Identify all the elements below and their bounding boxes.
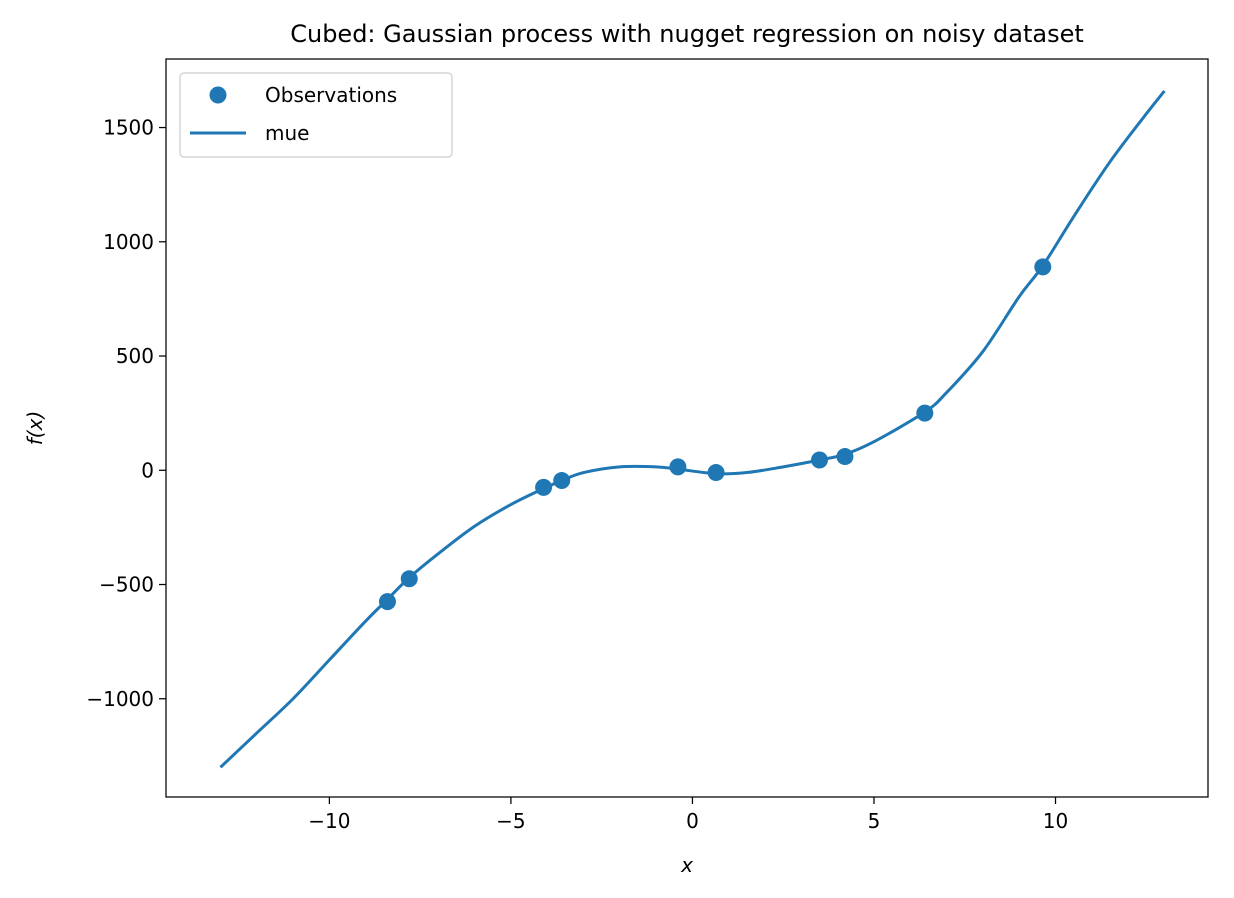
observation-point [669, 458, 687, 476]
x-axis-ticks: −10 −5 0 5 10 [308, 797, 1068, 833]
observation-point [1034, 258, 1052, 276]
legend-marker-observations [209, 86, 227, 104]
plot-area [219, 90, 1166, 769]
y-tick-label: 500 [116, 344, 154, 368]
y-tick-label: 1000 [103, 230, 154, 254]
axes-frame [165, 58, 1209, 798]
observation-point [378, 593, 396, 611]
observation-point [535, 478, 553, 496]
observation-point [553, 472, 571, 490]
y-axis-ticks: −1000 −500 0 500 1000 1500 [86, 116, 166, 711]
legend-box [179, 72, 453, 158]
x-tick-label: 5 [868, 809, 881, 833]
observation-point [811, 451, 829, 469]
y-axis-label: f(x) [23, 411, 47, 445]
x-tick-label: −5 [496, 809, 525, 833]
y-tick-label: 1500 [103, 116, 154, 140]
observation-point [400, 570, 418, 588]
y-tick-label: −500 [99, 573, 154, 597]
y-tick-label: −1000 [86, 687, 154, 711]
observation-point [836, 448, 854, 466]
x-axis-label: x [680, 853, 693, 877]
observation-point [916, 404, 934, 422]
legend-label-mue: mue [265, 121, 309, 145]
x-tick-label: 10 [1043, 809, 1068, 833]
x-tick-label: −10 [308, 809, 350, 833]
legend: Observations mue [179, 72, 453, 158]
legend-label-observations: Observations [265, 83, 397, 107]
observation-point [707, 464, 725, 482]
x-tick-label: 0 [686, 809, 699, 833]
y-tick-label: 0 [141, 458, 154, 482]
chart-title: Cubed: Gaussian process with nugget regr… [290, 20, 1084, 48]
